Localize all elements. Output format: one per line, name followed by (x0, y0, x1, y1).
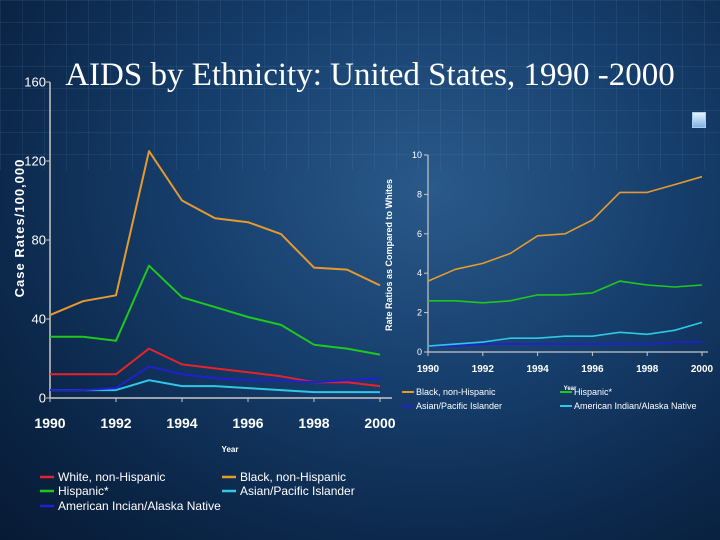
legend-entry-label: Black, non-Hispanic (416, 387, 496, 397)
series-line-hispanic (50, 264, 381, 356)
left-y-axis-label: Case Rates/100,000 (12, 159, 27, 298)
x-tick-label: 2000 (691, 364, 714, 375)
series-line-american-incian-alaska-native (50, 365, 381, 392)
legend-entry-label: Hispanic* (574, 387, 613, 397)
series-line-black-non-hispanic (427, 175, 703, 282)
x-tick-label: 1990 (417, 364, 440, 375)
legend-entry-label: Hispanic* (58, 484, 109, 498)
x-tick-label: 1994 (526, 364, 549, 375)
decorative-square (692, 112, 706, 128)
x-tick-label: 1992 (100, 415, 131, 431)
y-tick-label: 6 (417, 229, 422, 239)
right-y-ticks: 0 2 4 6 8 10 (412, 150, 428, 357)
y-tick-label: 120 (24, 153, 46, 168)
y-tick-label: 80 (32, 232, 46, 247)
legend-entry-label: Asian/Pacific Islander (416, 401, 502, 411)
y-tick-label: 4 (417, 268, 422, 278)
x-tick-label: 1994 (166, 415, 197, 431)
legend-entry-label: Asian/Pacific Islander (240, 484, 355, 498)
slide-title: AIDS by Ethnicity: United States, 1990 -… (65, 57, 675, 93)
y-tick-label: 0 (417, 347, 422, 357)
x-tick-label: 1998 (298, 415, 329, 431)
left-y-ticks: 0 40 80 120 160 (24, 74, 50, 405)
legend-entry-label: American Indian/Alaska Native (574, 401, 697, 411)
y-tick-label: 160 (24, 74, 46, 89)
x-tick-label: 2000 (364, 415, 395, 431)
left-chart-case-rates: Case Rates/100,000 Year 0 40 80 120 160 1990… (12, 74, 396, 454)
y-tick-label: 10 (412, 150, 422, 160)
x-tick-label: 1998 (636, 364, 659, 375)
left-x-axis-label: Year (222, 445, 239, 454)
y-tick-label: 8 (417, 189, 422, 199)
left-x-ticks: 1990 1992 1994 1996 1998 2000 (34, 398, 396, 431)
legend-entry-label: American Incian/Alaska Native (58, 499, 221, 513)
x-tick-label: 1990 (34, 415, 65, 431)
y-tick-label: 2 (417, 308, 422, 318)
series-line-american-indian-alaska-native (427, 321, 703, 347)
x-tick-label: 1992 (472, 364, 495, 375)
left-series-lines (49, 150, 381, 394)
y-tick-label: 0 (39, 390, 46, 405)
x-tick-label: 1996 (581, 364, 604, 375)
series-line-asian-pacific-islander (50, 379, 380, 394)
right-legend: Black, non-Hispanic Hispanic* Asian/Pacifi… (402, 387, 697, 411)
right-chart-rate-ratios: Rate Ratios as Compared to Whites Year 0… (384, 150, 714, 392)
series-line-hispanic (428, 280, 703, 304)
series-line-black-non-hispanic (49, 150, 381, 317)
right-x-ticks: 1990 1992 1994 1996 1998 2000 (417, 352, 714, 375)
right-x-axis-label: Year (564, 386, 577, 392)
y-tick-label: 40 (32, 311, 46, 326)
series-line-asian-pacific-islander (428, 341, 702, 347)
right-series-lines (427, 175, 703, 347)
legend-entry-label: White, non-Hispanic (58, 470, 165, 484)
right-y-axis-label: Rate Ratios as Compared to Whites (384, 179, 394, 331)
x-tick-label: 1996 (232, 415, 263, 431)
legend-entry-label: Black, non-Hispanic (240, 470, 346, 484)
left-legend: White, non-Hispanic Black, non-Hispanic Hi… (40, 470, 355, 513)
